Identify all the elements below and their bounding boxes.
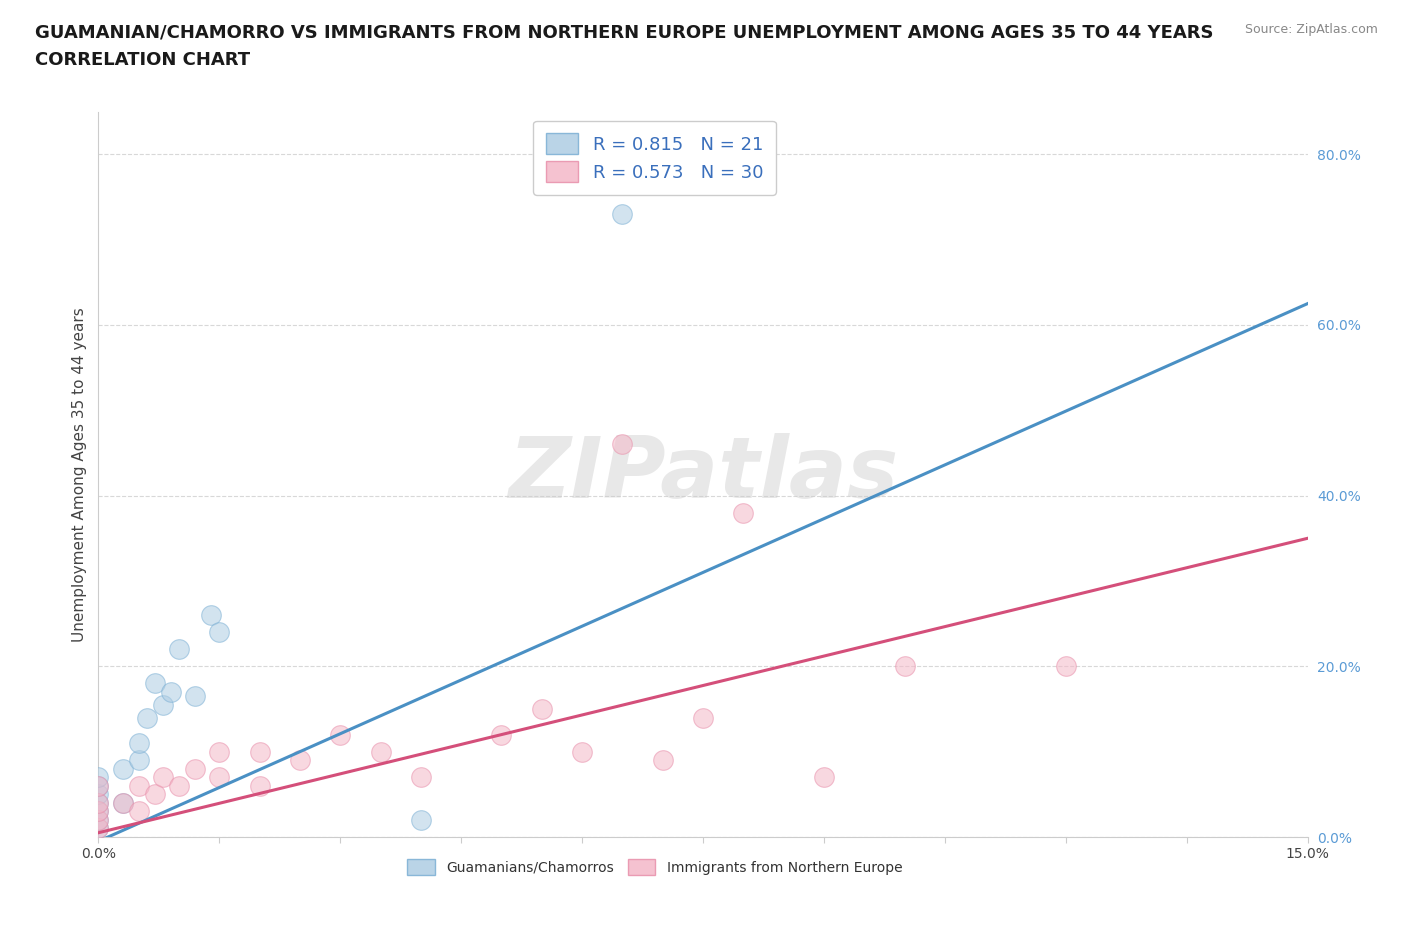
Text: ZIPatlas: ZIPatlas [508, 432, 898, 516]
Point [152, 698, 174, 712]
Point [651, 752, 673, 767]
Point [152, 770, 174, 785]
Point [128, 752, 150, 767]
Point [288, 752, 311, 767]
Point [160, 684, 183, 699]
Text: CORRELATION CHART: CORRELATION CHART [35, 51, 250, 69]
Point [167, 642, 190, 657]
Point [87, 770, 110, 785]
Point [128, 736, 150, 751]
Point [208, 770, 231, 785]
Point [184, 689, 207, 704]
Point [409, 813, 432, 828]
Point [87, 795, 110, 810]
Point [733, 505, 755, 520]
Point [87, 821, 110, 836]
Point [111, 762, 134, 777]
Point [128, 804, 150, 818]
Point [87, 787, 110, 802]
Point [87, 821, 110, 836]
Point [370, 744, 392, 759]
Y-axis label: Unemployment Among Ages 35 to 44 years: Unemployment Among Ages 35 to 44 years [72, 307, 87, 642]
Point [249, 744, 271, 759]
Point [111, 795, 134, 810]
Point [143, 787, 166, 802]
Point [208, 744, 231, 759]
Point [208, 625, 231, 640]
Point [135, 711, 157, 725]
Point [128, 778, 150, 793]
Point [571, 744, 593, 759]
Point [87, 804, 110, 818]
Point [167, 778, 190, 793]
Point [692, 711, 714, 725]
Point [111, 795, 134, 810]
Point [612, 206, 634, 221]
Point [491, 727, 513, 742]
Point [184, 762, 207, 777]
Point [329, 727, 352, 742]
Point [87, 813, 110, 828]
Legend: Guamanians/Chamorros, Immigrants from Northern Europe: Guamanians/Chamorros, Immigrants from No… [402, 854, 908, 881]
Point [200, 607, 222, 622]
Point [530, 701, 553, 716]
Point [1054, 658, 1077, 673]
Point [249, 778, 271, 793]
Point [87, 778, 110, 793]
Point [87, 813, 110, 828]
Point [143, 676, 166, 691]
Point [813, 770, 835, 785]
Point [87, 795, 110, 810]
Point [87, 778, 110, 793]
Point [612, 437, 634, 452]
Point [409, 770, 432, 785]
Text: Source: ZipAtlas.com: Source: ZipAtlas.com [1244, 23, 1378, 36]
Text: GUAMANIAN/CHAMORRO VS IMMIGRANTS FROM NORTHERN EUROPE UNEMPLOYMENT AMONG AGES 35: GUAMANIAN/CHAMORRO VS IMMIGRANTS FROM NO… [35, 23, 1213, 41]
Point [893, 658, 915, 673]
Point [87, 804, 110, 818]
